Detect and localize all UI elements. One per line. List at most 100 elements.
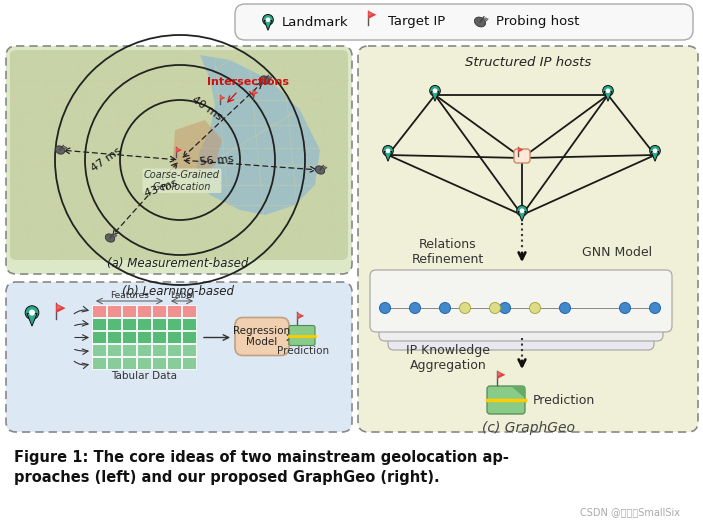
Polygon shape — [254, 91, 256, 94]
Circle shape — [380, 303, 390, 314]
Polygon shape — [176, 148, 179, 151]
Bar — [92, 357, 106, 369]
Bar — [92, 344, 106, 356]
Polygon shape — [431, 92, 439, 101]
Polygon shape — [195, 55, 320, 215]
Bar — [167, 318, 181, 330]
Bar — [137, 344, 151, 356]
Polygon shape — [220, 95, 226, 100]
FancyBboxPatch shape — [6, 282, 352, 432]
Circle shape — [602, 85, 613, 96]
Bar — [122, 357, 136, 369]
Text: (c) GraphGeo: (c) GraphGeo — [482, 421, 574, 435]
Bar — [152, 318, 166, 330]
FancyBboxPatch shape — [514, 149, 530, 163]
Bar — [92, 331, 106, 343]
Bar — [182, 331, 196, 343]
Circle shape — [25, 306, 39, 319]
Text: 43 ms: 43 ms — [143, 177, 179, 199]
Text: 47 ms: 47 ms — [89, 146, 123, 174]
Bar — [152, 344, 166, 356]
Text: Tabular Data: Tabular Data — [112, 371, 177, 381]
Polygon shape — [498, 372, 502, 376]
Bar — [152, 357, 166, 369]
Text: Label: Label — [169, 292, 194, 301]
FancyBboxPatch shape — [235, 318, 289, 356]
Circle shape — [517, 205, 527, 216]
Text: Coarse-Grained
Geolocation: Coarse-Grained Geolocation — [144, 170, 220, 191]
Circle shape — [489, 303, 501, 314]
Bar — [137, 331, 151, 343]
Bar — [122, 305, 136, 317]
Bar — [92, 318, 106, 330]
Circle shape — [605, 88, 610, 93]
Polygon shape — [604, 92, 612, 101]
Text: Prediction: Prediction — [277, 346, 329, 357]
FancyBboxPatch shape — [388, 288, 654, 350]
Bar — [122, 331, 136, 343]
Text: (a) Measurement-based: (a) Measurement-based — [108, 256, 249, 269]
Bar — [122, 344, 136, 356]
Polygon shape — [27, 314, 37, 326]
Circle shape — [460, 303, 470, 314]
Circle shape — [652, 148, 657, 153]
FancyBboxPatch shape — [370, 270, 672, 332]
FancyBboxPatch shape — [379, 279, 663, 341]
Ellipse shape — [105, 234, 115, 242]
Polygon shape — [57, 305, 62, 310]
Bar — [182, 357, 196, 369]
Polygon shape — [56, 303, 65, 313]
Ellipse shape — [260, 76, 270, 84]
Bar — [152, 305, 166, 317]
Polygon shape — [651, 151, 659, 161]
Text: Regression
Model: Regression Model — [233, 326, 290, 347]
FancyBboxPatch shape — [358, 46, 698, 432]
Text: Landmark: Landmark — [282, 16, 349, 29]
Text: GNN Model: GNN Model — [582, 245, 652, 258]
Bar — [167, 344, 181, 356]
Circle shape — [650, 146, 660, 156]
Polygon shape — [176, 147, 182, 153]
Text: Intersections: Intersections — [207, 77, 289, 87]
Circle shape — [500, 303, 510, 314]
Ellipse shape — [316, 166, 325, 174]
Text: Structured IP hosts: Structured IP hosts — [465, 56, 591, 69]
Circle shape — [650, 303, 661, 314]
Circle shape — [386, 148, 390, 153]
Circle shape — [432, 88, 437, 93]
Bar — [107, 344, 121, 356]
Bar — [137, 318, 151, 330]
Polygon shape — [518, 147, 524, 152]
FancyBboxPatch shape — [6, 46, 352, 274]
Polygon shape — [297, 313, 301, 317]
Circle shape — [529, 303, 541, 314]
Text: Probing host: Probing host — [496, 16, 579, 29]
Text: Target IP: Target IP — [388, 16, 445, 29]
Polygon shape — [368, 10, 376, 19]
Bar — [167, 305, 181, 317]
FancyBboxPatch shape — [10, 50, 348, 260]
FancyBboxPatch shape — [487, 386, 525, 414]
Bar — [107, 305, 121, 317]
Circle shape — [619, 303, 631, 314]
Circle shape — [560, 303, 571, 314]
Circle shape — [266, 17, 271, 22]
Polygon shape — [172, 120, 222, 178]
Circle shape — [430, 85, 440, 96]
Bar — [167, 331, 181, 343]
Bar — [182, 318, 196, 330]
Ellipse shape — [56, 146, 65, 154]
Circle shape — [29, 309, 35, 316]
Polygon shape — [511, 386, 525, 398]
Text: proaches (left) and our proposed GraphGeo (right).: proaches (left) and our proposed GraphGe… — [14, 470, 439, 485]
Polygon shape — [253, 90, 259, 96]
Bar — [107, 357, 121, 369]
Text: Figure 1: The core ideas of two mainstream geolocation ap-: Figure 1: The core ideas of two mainstre… — [14, 450, 509, 465]
Text: 40 ms: 40 ms — [190, 94, 224, 122]
Bar — [122, 318, 136, 330]
Bar — [152, 331, 166, 343]
Polygon shape — [518, 148, 521, 151]
Polygon shape — [518, 212, 526, 222]
Polygon shape — [368, 12, 373, 16]
Bar — [182, 305, 196, 317]
